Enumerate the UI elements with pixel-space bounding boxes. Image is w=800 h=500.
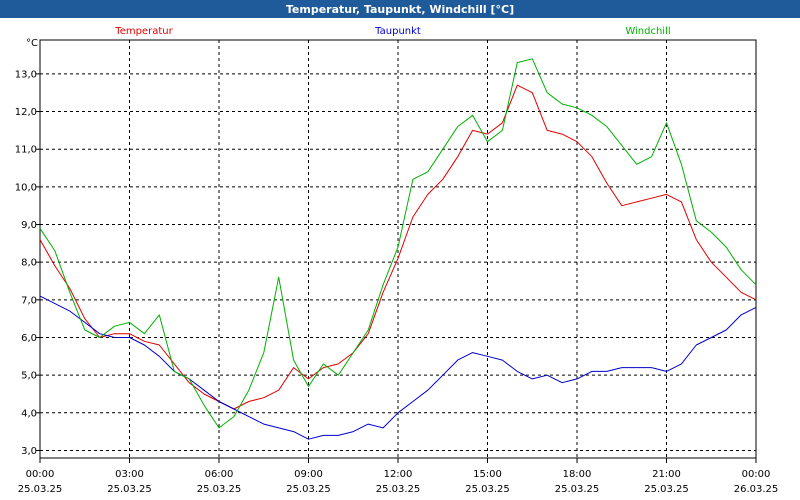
x-tick-time-label: 12:00 (384, 469, 413, 480)
x-tick-date-label: 25.03.25 (197, 484, 242, 495)
y-tick-label: 10,0 (15, 182, 37, 193)
x-tick-time-label: 18:00 (563, 469, 592, 480)
titlebar-background (0, 0, 800, 18)
legend-entry-temperatur: Temperatur (114, 26, 173, 37)
y-axis: 3,0 4,0 5,0 6,0 7,0 8,0 9,0 10,0 11,0 12,0 13,0 (15, 69, 40, 457)
x-tick-time-label: 15:00 (473, 469, 502, 480)
legend: Temperatur Taupunkt Windchill (114, 26, 670, 37)
x-tick-date-label: 25.03.25 (376, 484, 421, 495)
x-tick-time-label: 00:00 (26, 469, 55, 480)
y-tick-label: 13,0 (15, 69, 37, 80)
x-tick-date-label: 26.03.25 (734, 484, 779, 495)
y-tick-label: 6,0 (21, 333, 37, 344)
y-tick-label: 7,0 (21, 295, 37, 306)
x-tick-date-label: 25.03.25 (465, 484, 510, 495)
y-tick-label: 11,0 (15, 145, 37, 156)
series-line-taupunkt (39, 295, 757, 440)
y-tick-label: 12,0 (15, 107, 37, 118)
x-tick-date-label: 25.03.25 (555, 484, 600, 495)
x-tick-time-label: 06:00 (205, 469, 234, 480)
y-tick-label: 4,0 (21, 408, 37, 419)
series-line-temperatur (39, 84, 757, 410)
y-tick-label: 3,0 (21, 446, 37, 457)
x-tick-date-label: 25.03.25 (18, 484, 63, 495)
x-axis: 00:00 25.03.25 03:00 25.03.25 06:00 25.03.25 0… (18, 458, 779, 495)
legend-entry-windchill: Windchill (625, 26, 670, 37)
grid (40, 40, 756, 458)
y-axis-label: °C (26, 38, 38, 49)
legend-entry-taupunkt: Taupunkt (374, 26, 421, 37)
y-tick-label: 8,0 (21, 258, 37, 269)
x-tick-date-label: 25.03.25 (107, 484, 152, 495)
y-tick-label: 9,0 (21, 220, 37, 231)
chart-title: Temperatur, Taupunkt, Windchill [°C] (286, 3, 514, 16)
x-tick-time-label: 03:00 (115, 469, 144, 480)
y-tick-label: 5,0 (21, 371, 37, 382)
series-line-windchill (39, 58, 757, 429)
series-lines (39, 58, 757, 440)
x-tick-date-label: 25.03.25 (286, 484, 331, 495)
x-tick-time-label: 00:00 (742, 469, 771, 480)
x-tick-date-label: 25.03.25 (644, 484, 689, 495)
x-tick-time-label: 21:00 (652, 469, 681, 480)
x-tick-time-label: 09:00 (294, 469, 323, 480)
